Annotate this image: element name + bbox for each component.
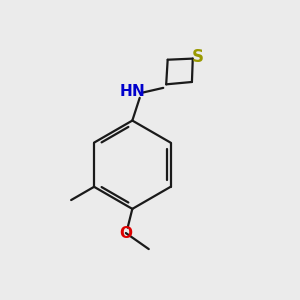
Text: H: H	[119, 84, 132, 99]
Text: O: O	[119, 226, 132, 241]
Text: S: S	[192, 48, 204, 66]
Text: N: N	[131, 84, 144, 99]
